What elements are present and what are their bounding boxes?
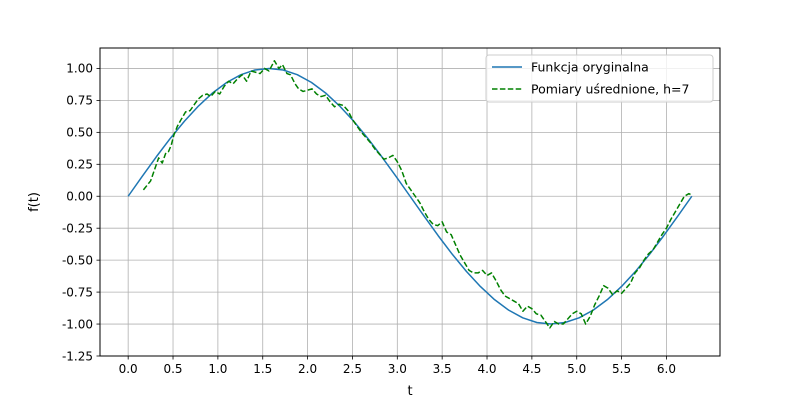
legend-label-original: Funkcja oryginalna [531, 60, 649, 75]
x-tick-label: 2.0 [298, 362, 317, 376]
y-tick-label: 1.00 [66, 62, 93, 76]
x-tick-label: 0.5 [163, 362, 182, 376]
y-tick-label: -0.75 [62, 285, 93, 299]
x-tick-label: 1.5 [253, 362, 272, 376]
x-tick-label: 5.0 [567, 362, 586, 376]
y-tick-label: 0.00 [66, 190, 93, 204]
y-tick-label: 0.25 [66, 158, 93, 172]
x-tick-label: 3.0 [388, 362, 407, 376]
x-tick-label: 2.5 [343, 362, 362, 376]
x-tick-label: 1.0 [208, 362, 227, 376]
y-tick-label: 0.75 [66, 94, 93, 108]
y-tick-label: 0.50 [66, 126, 93, 140]
legend: Funkcja oryginalna Pomiary uśrednione, h… [485, 54, 714, 103]
x-axis-label: t [407, 384, 412, 399]
y-tick-label: -0.25 [62, 221, 93, 235]
y-tick-label: -1.00 [62, 317, 93, 331]
y-tick-label: -0.50 [62, 253, 93, 267]
legend-box [485, 54, 714, 103]
legend-label-averaged: Pomiary uśrednione, h=7 [531, 82, 689, 97]
series-line-1 [142, 60, 692, 329]
x-tick-label: 0.0 [119, 362, 138, 376]
x-tick-label: 4.0 [477, 362, 496, 376]
series-lines [127, 60, 693, 329]
x-tick-label: 4.5 [522, 362, 541, 376]
plot-frame [99, 47, 721, 357]
x-tick-label: 3.5 [433, 362, 452, 376]
series-line-0 [127, 67, 693, 325]
axis-ticks: 0.0 0.5 1.0 1.5 2.0 2.5 3.0 3.5 4.0 4.5 5.0 5.5 6.0 -… [62, 62, 676, 376]
x-tick-label: 5.5 [612, 362, 631, 376]
x-tick-label: 6.0 [657, 362, 676, 376]
y-axis-label: f(t) [27, 192, 42, 212]
y-tick-label: -1.25 [62, 349, 93, 363]
